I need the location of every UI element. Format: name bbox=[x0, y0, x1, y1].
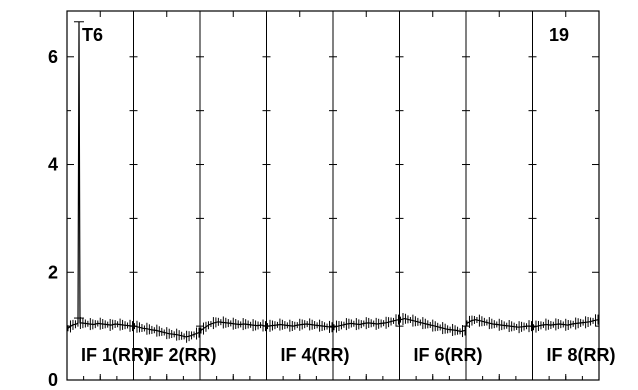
corner-label-left: T6 bbox=[82, 25, 103, 45]
panel-label: IF 1(RR) bbox=[81, 345, 150, 365]
series-group bbox=[67, 21, 599, 343]
panel-label: IF 6(RR) bbox=[414, 345, 483, 365]
corner-label-right: 19 bbox=[549, 25, 569, 45]
y-tick-labels: 0 2 4 6 bbox=[48, 47, 58, 390]
panel-labels: IF 1(RR)IF 2(RR) IF 4(RR) IF 6(RR) IF 8(RR) bbox=[81, 345, 616, 365]
panel-dividers bbox=[133, 11, 533, 380]
panel-label: IF 2(RR) bbox=[148, 345, 217, 365]
series-line bbox=[67, 21, 133, 329]
panel-label: IF 8(RR) bbox=[547, 345, 616, 365]
panel-label: IF 4(RR) bbox=[281, 345, 350, 365]
axis-ticks bbox=[67, 11, 599, 381]
y-tick-label: 2 bbox=[48, 262, 58, 282]
y-tick-label: 0 bbox=[48, 370, 58, 390]
y-tick-label: 6 bbox=[48, 47, 58, 67]
y-tick-label: 4 bbox=[48, 155, 58, 175]
